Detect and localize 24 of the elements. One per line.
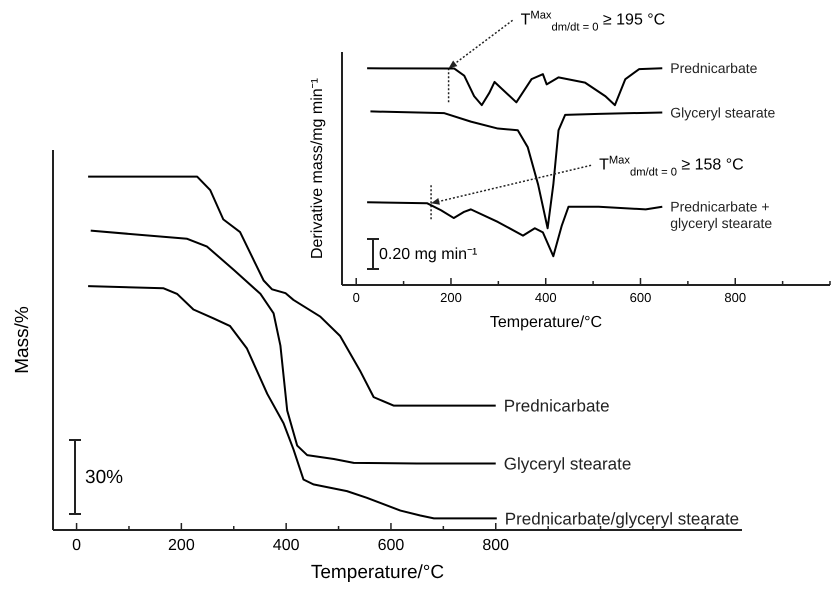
- series-label: Prednicarbate: [670, 60, 758, 76]
- x-tick-label: 600: [378, 537, 404, 554]
- x-tick-label: 0: [72, 537, 82, 554]
- annotation: 0.20 mg min⁻¹: [379, 246, 478, 263]
- x-axis-title: Temperature/°C: [310, 562, 444, 583]
- x-tick-label: 800: [724, 290, 746, 305]
- series-label: Prednicarbate + glyceryl stearate: [670, 198, 772, 231]
- annotation: T$^{Max}$$_{dm/dt = 0}$ ≥ 158 °C: [599, 154, 744, 178]
- x-tick-label: 800: [482, 537, 510, 554]
- series-label: Glyceryl stearate: [504, 454, 632, 474]
- annotation: 30%: [85, 466, 124, 488]
- x-tick-label: 0: [352, 290, 360, 305]
- y-axis-title: Derivative mass/mg min⁻¹: [309, 78, 326, 260]
- series-label: Prednicarbate: [504, 396, 610, 416]
- x-axis-title: Temperature/°C: [490, 314, 602, 331]
- y-axis-title: Mass/%: [12, 306, 33, 374]
- series-label: Glyceryl stearate: [670, 104, 776, 120]
- x-tick-label: 600: [630, 290, 652, 305]
- series-label: Prednicarbate/glyceryl stearate: [504, 509, 740, 528]
- x-tick-label: 200: [440, 290, 462, 305]
- x-tick-label: 400: [272, 537, 300, 554]
- annotation: T$^{Max}$$_{dm/dt = 0}$ ≥ 195 °C: [520, 9, 666, 34]
- x-tick-label: 200: [168, 537, 195, 554]
- x-tick-label: 400: [534, 290, 557, 305]
